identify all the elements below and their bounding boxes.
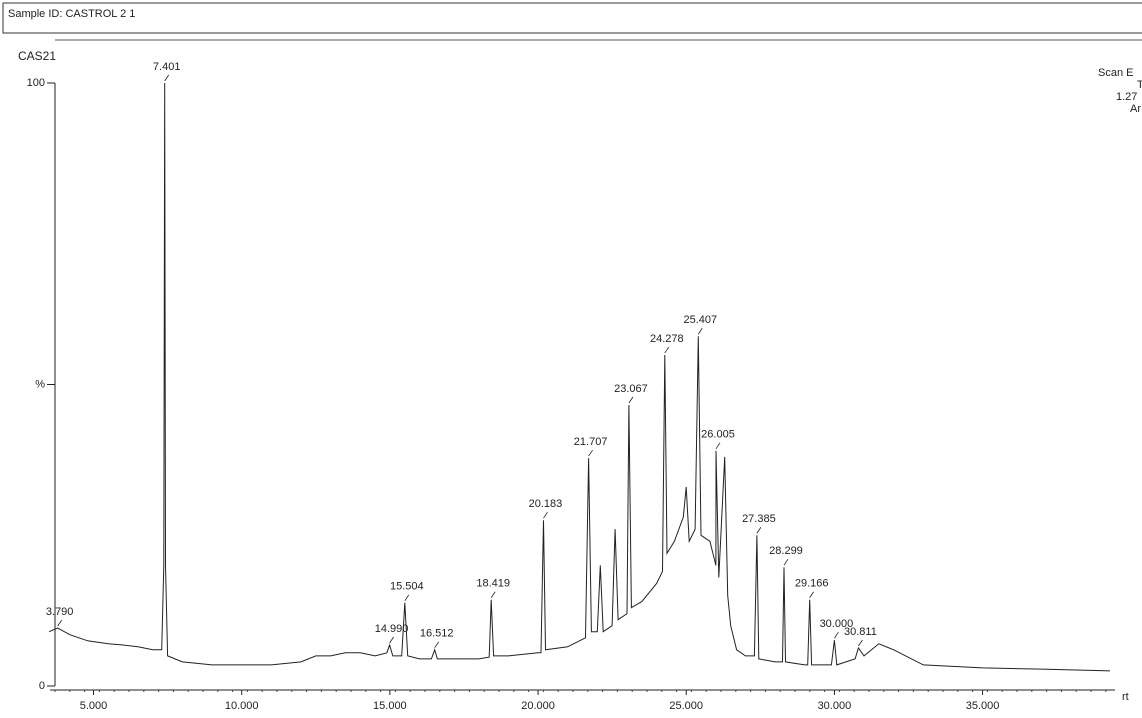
side-text: Scan E	[1098, 67, 1133, 79]
peak-label: 7.401	[153, 61, 181, 73]
peak-leader	[834, 631, 839, 639]
peak-leader	[858, 639, 863, 647]
peak-label: 14.990	[375, 623, 409, 635]
x-axis-label: rt	[1122, 691, 1129, 703]
peak-leader	[809, 591, 815, 598]
x-tick-label: 5.000	[80, 700, 108, 712]
header: Sample ID: CASTROL 2 1	[8, 8, 135, 20]
y-tick-label: 100	[27, 77, 45, 89]
side-text: T	[1137, 79, 1142, 91]
peak-label: 15.504	[390, 581, 424, 593]
y-tick-label: 0	[39, 680, 45, 692]
peak-leader	[628, 396, 634, 404]
chart-title: CAS21	[18, 49, 56, 63]
peak-label: 27.385	[742, 513, 776, 525]
side-text: 1.27	[1116, 91, 1137, 103]
x-tick-label: 30.000	[818, 700, 852, 712]
peak-label: 21.707	[574, 436, 608, 448]
peak-leader	[434, 641, 440, 649]
peak-leader	[756, 527, 762, 534]
peak-label: 25.407	[683, 314, 717, 326]
x-tick-label: 35.000	[966, 700, 1000, 712]
x-tick-label: 15.000	[373, 700, 407, 712]
peak-label: 18.419	[476, 578, 510, 590]
peak-leader	[783, 558, 789, 566]
peak-leader	[404, 594, 410, 602]
peak-leader	[664, 346, 670, 354]
peak-leader	[490, 591, 496, 598]
peak-label: 28.299	[769, 545, 803, 557]
trace-line	[48, 82, 1111, 672]
y-tick-label: %	[35, 378, 45, 390]
peak-label: 30.000	[820, 618, 854, 630]
x-tick-label: 25.000	[669, 700, 703, 712]
peak-leader	[57, 619, 62, 627]
peak-label: 30.811	[844, 626, 877, 638]
side-text: Ar	[1130, 103, 1141, 115]
peak-leader	[588, 449, 593, 457]
peak-leader	[164, 74, 170, 82]
peak-label: 26.005	[701, 429, 735, 441]
peak-leader	[543, 511, 548, 519]
x-tick-label: 10.000	[225, 700, 259, 712]
x-tick-label: 20.000	[521, 700, 555, 712]
peak-leader	[389, 636, 394, 644]
peak-label: 24.278	[650, 333, 684, 345]
peak-label: 16.512	[420, 628, 454, 640]
peak-label: 3.790	[46, 606, 74, 618]
peak-label: 20.183	[529, 498, 563, 510]
peak-label: 29.166	[795, 578, 829, 590]
peak-label: 23.067	[614, 383, 648, 395]
peak-leader	[697, 328, 703, 335]
header-box	[2, 2, 1142, 34]
peak-leader	[715, 442, 721, 450]
